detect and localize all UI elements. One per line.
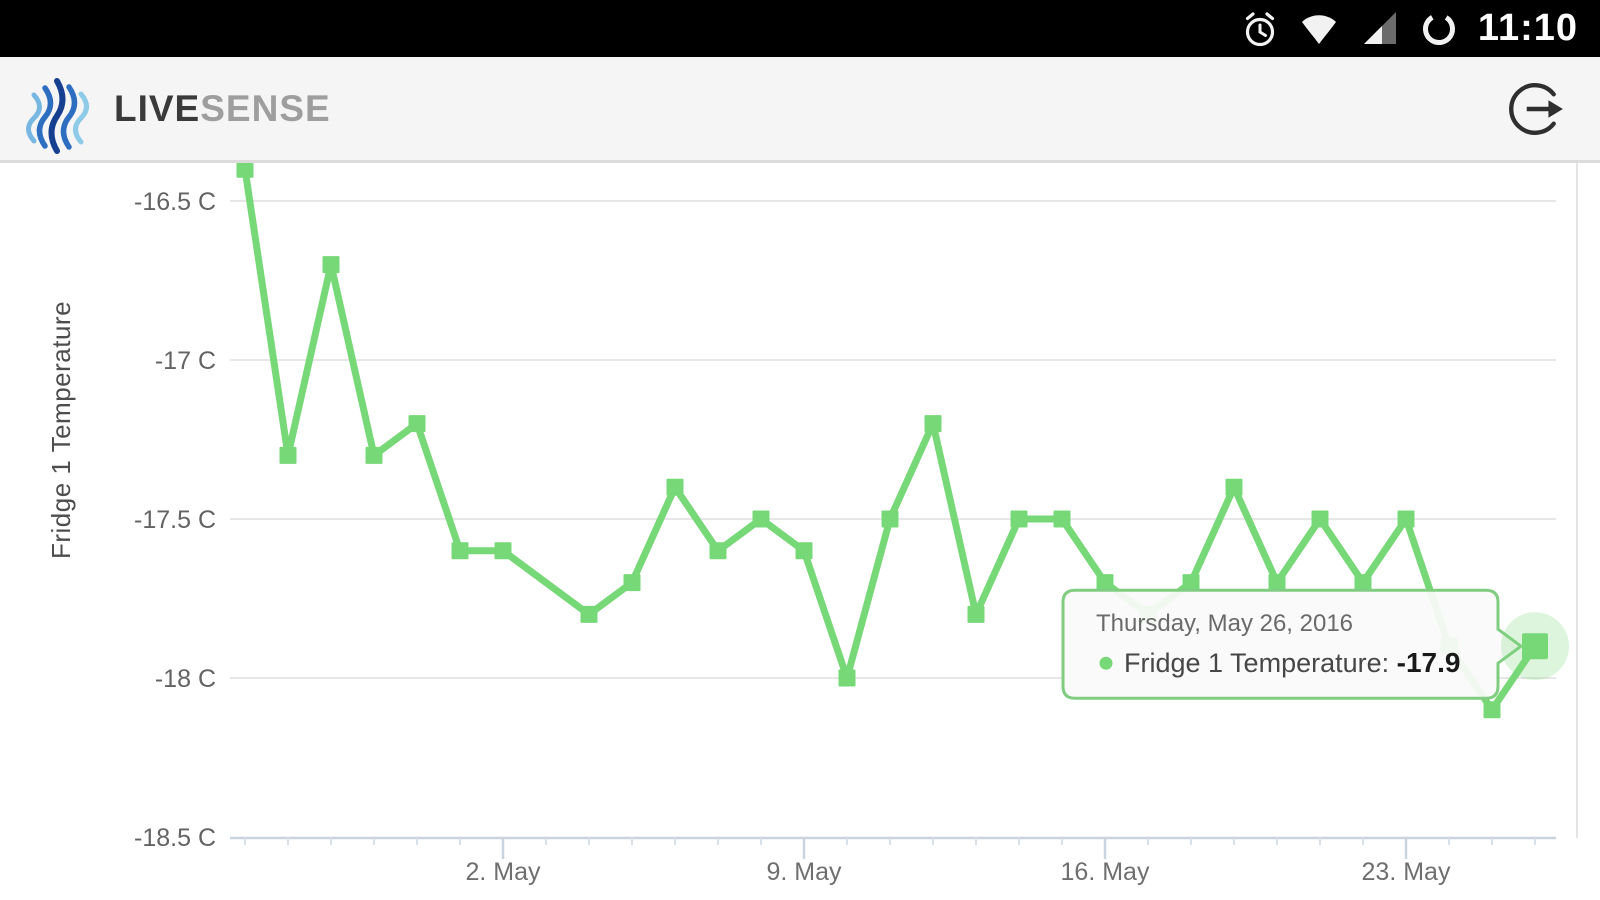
data-point-marker[interactable]: [1053, 510, 1071, 528]
data-point-marker[interactable]: [1010, 510, 1028, 528]
data-point-marker[interactable]: [1096, 574, 1114, 592]
data-point-marker[interactable]: [666, 478, 684, 496]
y-axis-label: -18.5 C: [134, 824, 216, 852]
series-line: [241, 165, 1539, 714]
data-point-marker[interactable]: [924, 415, 942, 433]
data-point-marker[interactable]: [838, 669, 856, 687]
data-point-marker[interactable]: [1397, 510, 1415, 528]
y-axis-label: -16.5 C: [134, 188, 216, 216]
data-point-marker[interactable]: [1268, 574, 1286, 592]
data-point-marker[interactable]: [795, 542, 813, 560]
status-time: 11:10: [1477, 7, 1578, 49]
data-point-marker[interactable]: [752, 510, 770, 528]
x-axis-label: 9. May: [766, 858, 842, 886]
temperature-chart[interactable]: 2. May 9. May 16. May 23. May -16.5 C -17 C -1…: [0, 163, 1600, 900]
brand-sense: SENSE: [200, 87, 331, 129]
chart-canvas[interactable]: 2. May 9. May 16. May 23. May -16.5 C -17 C -1…: [0, 163, 1600, 900]
data-point-marker[interactable]: [709, 542, 727, 560]
tooltip-series-value: Fridge 1 Temperature: -17.9: [1124, 647, 1460, 678]
brand-live: LIVE: [114, 87, 201, 129]
data-point-marker[interactable]: [494, 542, 512, 560]
app-header: LIVESENSE: [0, 57, 1600, 163]
data-point-marker[interactable]: [967, 605, 985, 623]
data-point-marker[interactable]: [365, 446, 383, 464]
data-point-marker[interactable]: [451, 542, 469, 560]
x-axis-label: 16. May: [1061, 858, 1150, 886]
alarm-icon: [1245, 11, 1275, 46]
data-point-marker[interactable]: [623, 574, 641, 592]
wifi-icon: [1301, 14, 1336, 44]
y-axis-label: -18 C: [155, 665, 216, 693]
logout-icon[interactable]: [1504, 78, 1566, 140]
cell-signal-icon: [1363, 11, 1396, 44]
selected-point-marker[interactable]: [1522, 633, 1548, 660]
tooltip: [1061, 588, 1524, 700]
data-point-marker[interactable]: [1311, 510, 1329, 528]
data-saver-icon: [1422, 12, 1455, 45]
data-point-marker[interactable]: [408, 415, 426, 433]
y-axis-label: -17.5 C: [134, 506, 216, 534]
tooltip-series-dot: [1099, 656, 1113, 670]
status-bar: 11:10: [0, 0, 1600, 57]
data-point-marker[interactable]: [881, 510, 899, 528]
app-logo: LIVESENSE: [14, 63, 331, 155]
data-point-marker[interactable]: [1182, 574, 1200, 592]
data-point-marker[interactable]: [1225, 478, 1243, 496]
data-point-marker[interactable]: [580, 605, 598, 623]
livesense-logo-icon: [26, 77, 89, 154]
y-axis-title: Fridge 1 Temperature: [46, 301, 76, 559]
data-point-marker[interactable]: [322, 256, 340, 274]
data-point-marker[interactable]: [1354, 574, 1372, 592]
data-point-marker[interactable]: [1483, 701, 1501, 719]
data-point-marker[interactable]: [279, 446, 297, 464]
data-point-marker[interactable]: [236, 163, 254, 178]
brand-text: LIVESENSE: [114, 88, 331, 130]
x-axis-label: 2. May: [465, 858, 541, 886]
tooltip-date: Thursday, May 26, 2016: [1096, 610, 1353, 637]
x-axis-label: 23. May: [1362, 858, 1451, 886]
y-axis-label: -17 C: [155, 347, 216, 375]
